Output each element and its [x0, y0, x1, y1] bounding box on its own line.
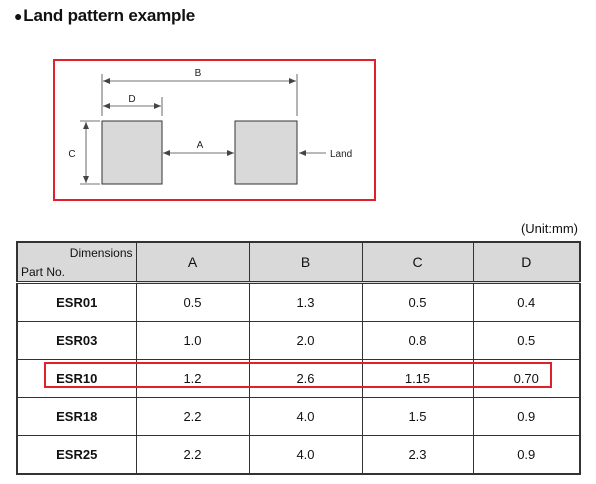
- corner-dimensions-label: Dimensions: [69, 246, 133, 260]
- value-cell-b: 1.3: [248, 281, 363, 322]
- column-header-a: A: [135, 241, 250, 283]
- b-label: B: [195, 68, 202, 79]
- d-label: D: [128, 94, 135, 105]
- part-number-cell: ESR25: [16, 435, 137, 475]
- table-row: ESR01 0.5 1.3 0.5 0.4: [16, 281, 581, 322]
- value-cell-c: 1.5: [361, 397, 474, 436]
- table-corner-header: Dimensions Part No.: [16, 241, 137, 283]
- part-number-cell: ESR18: [16, 397, 137, 436]
- part-number-cell: ESR01: [16, 281, 137, 322]
- table-row: ESR03 1.0 2.0 0.8 0.5: [16, 321, 581, 360]
- value-cell-d: 0.4: [472, 281, 581, 322]
- page-title-text: Land pattern example: [23, 6, 195, 25]
- bullet-icon: ●: [14, 8, 23, 24]
- part-number-cell: ESR10: [16, 359, 137, 398]
- corner-part-label: Part No.: [21, 265, 66, 279]
- value-cell-c: 0.8: [361, 321, 474, 360]
- land-pattern-diagram: B D C A Land: [53, 59, 376, 201]
- table-header-row: Dimensions Part No. A B C D: [16, 241, 581, 283]
- column-header-d: D: [472, 241, 581, 283]
- value-cell-b: 4.0: [248, 397, 363, 436]
- land-pattern-drawing: B D C A Land: [68, 68, 352, 185]
- land-label: Land: [330, 149, 352, 160]
- value-cell-a: 2.2: [135, 435, 250, 475]
- value-cell-a: 2.2: [135, 397, 250, 436]
- value-cell-d: 0.5: [472, 321, 581, 360]
- c-label: C: [68, 149, 75, 160]
- value-cell-d: 0.9: [472, 397, 581, 436]
- right-land-pad: [234, 120, 298, 185]
- unit-label: (Unit:mm): [520, 221, 578, 236]
- value-cell-b: 4.0: [248, 435, 363, 475]
- table-row: ESR25 2.2 4.0 2.3 0.9: [16, 435, 581, 475]
- table-row: ESR18 2.2 4.0 1.5 0.9: [16, 397, 581, 436]
- value-cell-c: 0.5: [361, 281, 474, 322]
- highlight-frame: [44, 362, 552, 388]
- part-number-cell: ESR03: [16, 321, 137, 360]
- value-cell-c: 2.3: [361, 435, 474, 475]
- page-title: ●Land pattern example: [14, 6, 195, 26]
- left-land-pad: [101, 120, 163, 185]
- a-label: A: [197, 140, 204, 151]
- value-cell-a: 1.0: [135, 321, 250, 360]
- column-header-b: B: [248, 241, 363, 283]
- land-pattern-table: Dimensions Part No. A B C D ESR01 0.5 1.…: [16, 241, 581, 475]
- value-cell-d: 0.70: [472, 359, 581, 398]
- value-cell-d: 0.9: [472, 435, 581, 475]
- value-cell-a: 0.5: [135, 281, 250, 322]
- value-cell-b: 2.0: [248, 321, 363, 360]
- column-header-c: C: [361, 241, 474, 283]
